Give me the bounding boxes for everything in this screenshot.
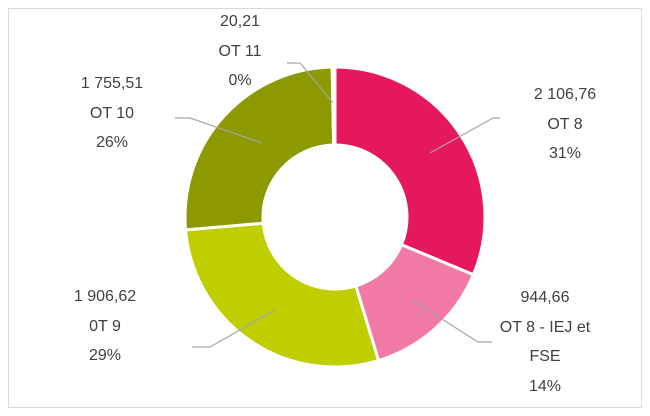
- category-label: OT 8 - IEJ et FSE: [499, 318, 591, 366]
- slice: [183, 221, 381, 369]
- value-label: 20,21: [219, 13, 261, 30]
- leader-line: [411, 299, 492, 343]
- slice: [333, 65, 487, 277]
- data-label: 1 906,62 0T 9 29%: [57, 282, 153, 371]
- category-label: OT 8: [547, 115, 583, 133]
- percentage-label: 0%: [228, 72, 252, 89]
- percentage-label: 26%: [95, 134, 129, 151]
- value-label: 944,66: [520, 289, 570, 306]
- category-label: OT 11: [218, 42, 262, 60]
- data-label: 20,21 OT 11 0%: [192, 7, 288, 96]
- category-label: 0T 9: [89, 317, 121, 335]
- percentage-label: 29%: [88, 347, 122, 364]
- data-label: 944,66 OT 8 - IEJ et FSE 14%: [497, 283, 593, 401]
- leader-line: [287, 62, 334, 104]
- percentage-label: 31%: [548, 145, 582, 162]
- percentage-label: 14%: [528, 377, 562, 395]
- leader-line: [429, 117, 500, 154]
- leader-lines: [175, 62, 500, 348]
- leader-line: [192, 309, 276, 348]
- value-label: 1 906,62: [73, 288, 137, 305]
- leader-line: [175, 117, 263, 144]
- slice: [330, 65, 337, 147]
- category-label: OT 10: [89, 104, 135, 122]
- chart-frame: [8, 8, 642, 408]
- data-label: 1 755,51 OT 10 26%: [64, 69, 160, 158]
- value-label: 2 106,76: [533, 86, 597, 103]
- slice: [183, 65, 336, 232]
- value-label: 1 755,51: [80, 75, 144, 92]
- data-label: 2 106,76 OT 8 31%: [517, 80, 613, 169]
